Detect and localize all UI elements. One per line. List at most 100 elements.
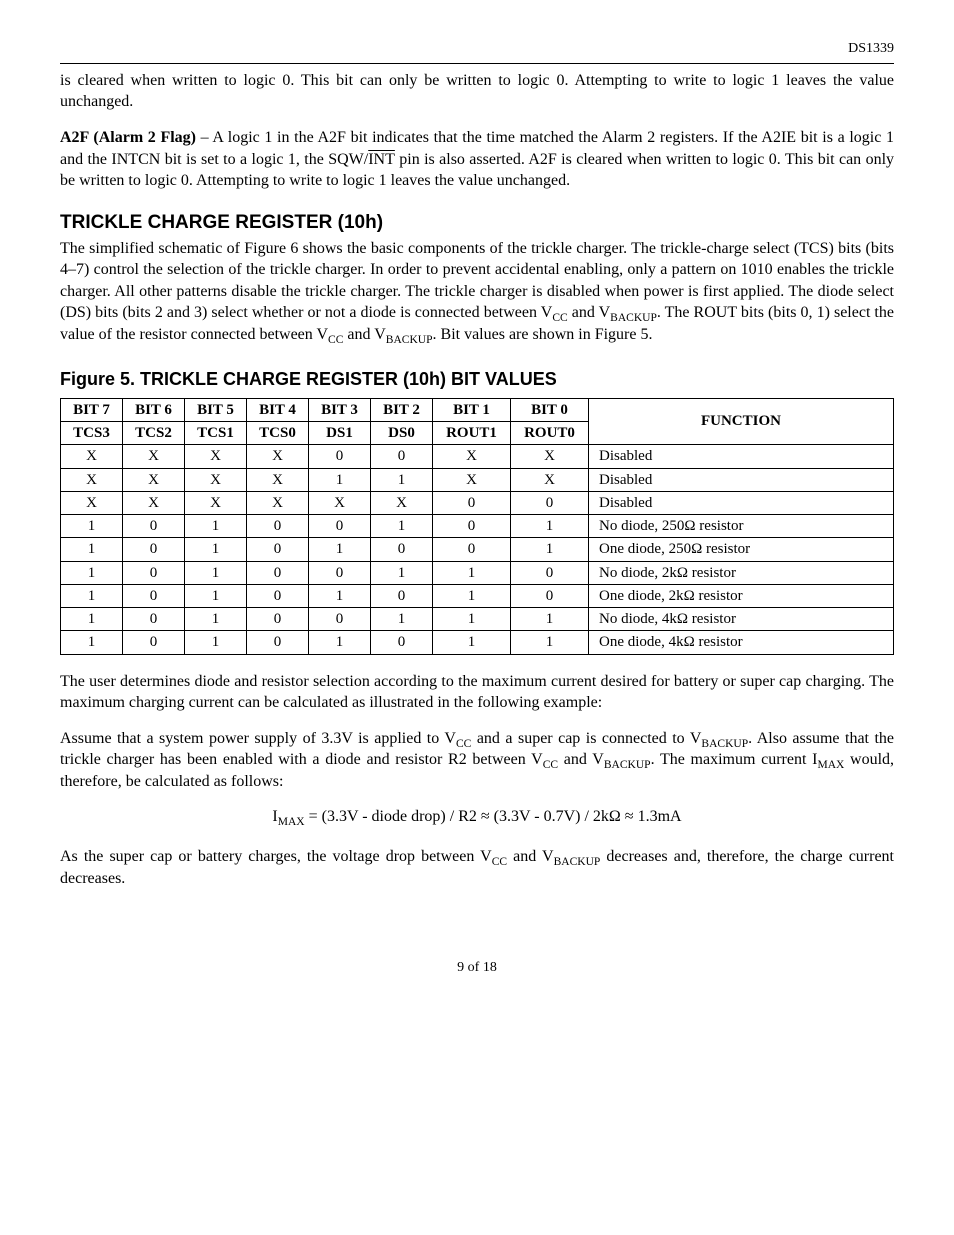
table-cell: 1 <box>433 608 511 631</box>
table-cell: 1 <box>185 538 247 561</box>
table-cell: 1 <box>61 608 123 631</box>
a1f-continuation: is cleared when written to logic 0. This… <box>60 70 894 113</box>
table-cell: 0 <box>511 584 589 607</box>
assume-pre: Assume that a system power supply of 3.3… <box>60 730 456 747</box>
table-cell: X <box>511 445 589 468</box>
table-function-cell: One diode, 2kΩ resistor <box>589 584 894 607</box>
table-cell: 0 <box>247 584 309 607</box>
formula-max-sub: MAX <box>278 817 305 829</box>
table-cell: 1 <box>511 608 589 631</box>
table-row: 10100111No diode, 4kΩ resistor <box>61 608 894 631</box>
table-signal-header: ROUT0 <box>511 422 589 445</box>
table-bit-header: BIT 6 <box>123 398 185 421</box>
vcc-sub-2: CC <box>328 334 343 346</box>
table-cell: 0 <box>511 491 589 514</box>
assume-cc2: CC <box>543 759 558 771</box>
table-cell: 1 <box>371 561 433 584</box>
a2f-label: A2F (Alarm 2 Flag) <box>60 129 196 146</box>
table-cell: 0 <box>433 491 511 514</box>
table-signal-header: TCS3 <box>61 422 123 445</box>
assume-bk2: BACKUP <box>604 759 651 771</box>
trickle-paragraph: The simplified schematic of Figure 6 sho… <box>60 238 894 346</box>
table-cell: X <box>433 468 511 491</box>
table-function-cell: Disabled <box>589 445 894 468</box>
table-cell: 0 <box>247 631 309 654</box>
table-cell: 0 <box>123 561 185 584</box>
table-cell: 1 <box>309 468 371 491</box>
table-signal-header: TCS1 <box>185 422 247 445</box>
table-cell: 1 <box>511 538 589 561</box>
vbackup-sub-1: BACKUP <box>610 312 657 324</box>
table-cell: 0 <box>309 515 371 538</box>
table-cell: 0 <box>123 631 185 654</box>
assume-m3: and V <box>558 751 604 768</box>
table-cell: X <box>123 468 185 491</box>
table-cell: 0 <box>433 538 511 561</box>
table-cell: 1 <box>61 561 123 584</box>
table-cell: 0 <box>371 584 433 607</box>
table-cell: 1 <box>309 538 371 561</box>
table-row: 10101011One diode, 4kΩ resistor <box>61 631 894 654</box>
table-cell: 0 <box>371 538 433 561</box>
last-bk: BACKUP <box>554 856 601 868</box>
last-m1: and V <box>507 848 554 865</box>
table-cell: 1 <box>185 631 247 654</box>
table-signal-header: TCS0 <box>247 422 309 445</box>
table-function-cell: One diode, 4kΩ resistor <box>589 631 894 654</box>
table-function-cell: No diode, 2kΩ resistor <box>589 561 894 584</box>
table-bit-header: BIT 4 <box>247 398 309 421</box>
figure5-table: BIT 7BIT 6BIT 5BIT 4BIT 3BIT 2BIT 1BIT 0… <box>60 398 894 655</box>
table-row: XXXX00XXDisabled <box>61 445 894 468</box>
table-cell: X <box>247 491 309 514</box>
table-bit-header: BIT 7 <box>61 398 123 421</box>
table-cell: 1 <box>185 608 247 631</box>
table-row: 10101001One diode, 250Ω resistor <box>61 538 894 561</box>
vcc-sub-1: CC <box>552 312 567 324</box>
table-cell: 0 <box>309 445 371 468</box>
table-row: XXXX11XXDisabled <box>61 468 894 491</box>
table-cell: 0 <box>247 561 309 584</box>
table-cell: 1 <box>433 561 511 584</box>
table-row: 10100101No diode, 250Ω resistor <box>61 515 894 538</box>
table-bit-header: BIT 3 <box>309 398 371 421</box>
last-cc: CC <box>492 856 507 868</box>
table-function-cell: Disabled <box>589 468 894 491</box>
table-cell: X <box>371 491 433 514</box>
table-cell: 1 <box>61 584 123 607</box>
table-signal-header: TCS2 <box>123 422 185 445</box>
figure5-caption: Figure 5. TRICKLE CHARGE REGISTER (10h) … <box>60 367 894 391</box>
table-cell: 0 <box>247 515 309 538</box>
trickle-m3: and V <box>343 326 385 343</box>
table-cell: X <box>123 445 185 468</box>
assume-bk1: BACKUP <box>701 738 748 750</box>
table-cell: 0 <box>309 561 371 584</box>
trickle-m1: and V <box>568 304 610 321</box>
table-cell: 0 <box>247 538 309 561</box>
table-function-cell: No diode, 4kΩ resistor <box>589 608 894 631</box>
table-cell: 1 <box>61 538 123 561</box>
table-bit-header: BIT 2 <box>371 398 433 421</box>
table-cell: 1 <box>309 584 371 607</box>
table-cell: X <box>185 468 247 491</box>
imax-formula: IMAX = (3.3V - diode drop) / R2 ≈ (3.3V … <box>60 806 894 828</box>
int-overline: INT <box>368 152 395 168</box>
table-cell: 1 <box>371 468 433 491</box>
assume-m1: and a super cap is connected to V <box>471 730 701 747</box>
table-cell: X <box>433 445 511 468</box>
table-cell: 1 <box>61 631 123 654</box>
trickle-post: . Bit values are shown in Figure 5. <box>433 326 653 343</box>
formula-rest: = (3.3V - diode drop) / R2 ≈ (3.3V - 0.7… <box>305 808 682 825</box>
table-cell: 1 <box>433 584 511 607</box>
trickle-heading: TRICKLE CHARGE REGISTER (10h) <box>60 210 894 236</box>
table-cell: 1 <box>185 584 247 607</box>
table-cell: X <box>61 445 123 468</box>
table-bit-header: BIT 0 <box>511 398 589 421</box>
table-cell: 0 <box>123 538 185 561</box>
table-cell: 0 <box>123 515 185 538</box>
table-function-cell: One diode, 250Ω resistor <box>589 538 894 561</box>
assume-cc1: CC <box>456 738 471 750</box>
header-rule <box>60 63 894 64</box>
table-cell: 1 <box>371 515 433 538</box>
table-bit-header: BIT 5 <box>185 398 247 421</box>
table-cell: X <box>309 491 371 514</box>
